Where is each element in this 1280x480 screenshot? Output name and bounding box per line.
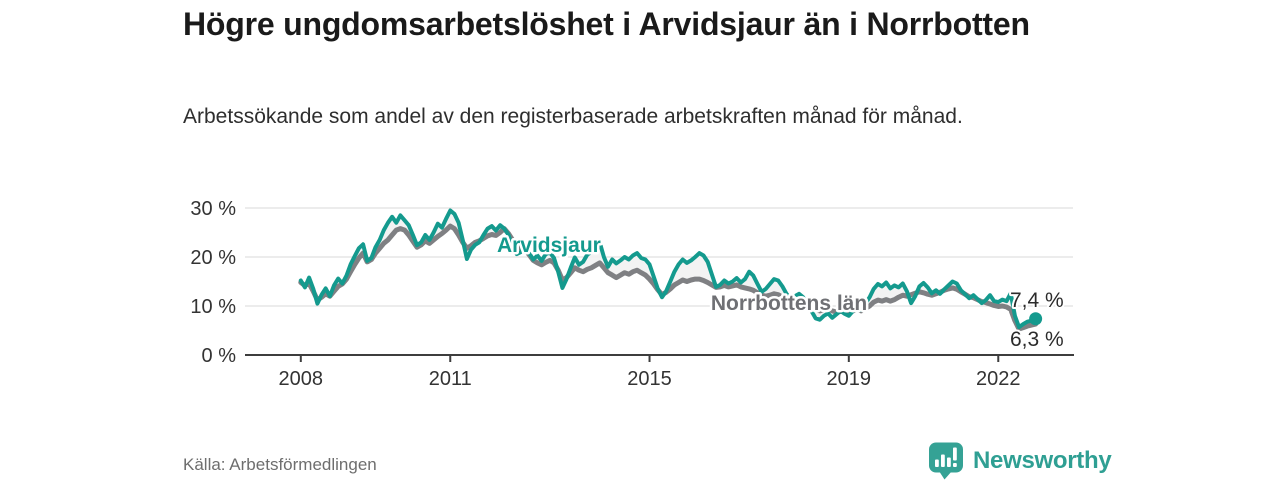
chart-title: Högre ungdomsarbetslöshet i Arvidsjaur ä… (183, 6, 1030, 42)
axes-and-ticks: 0 % 10 % 20 % 30 % 2008 2011 2015 2019 2022 (190, 198, 1074, 390)
y-tick-label: 10 % (190, 296, 236, 318)
logo-wordmark: Newsworthy (973, 447, 1112, 474)
line-arvidsjaur (298, 208, 1038, 330)
x-tick-label: 2008 (279, 368, 324, 390)
series-label-arvidsjaur: Arvidsjaur (497, 234, 601, 257)
chart-subtitle: Arbetssökande som andel av den registerb… (183, 105, 963, 128)
latest-value-dot (1029, 312, 1043, 326)
logo-icon (929, 442, 963, 480)
end-value-label-arvidsjaur: 7,4 % (1010, 289, 1064, 312)
y-tick-label: 30 % (190, 198, 236, 220)
line-norrbotten (298, 223, 1039, 332)
end-value-label-norrbotten: 6,3 % (1010, 328, 1064, 351)
y-tick-label: 0 % (202, 345, 237, 367)
newsworthy-logo: Newsworthy (928, 442, 1112, 480)
series-lines (298, 208, 1039, 332)
y-tick-label: 20 % (190, 247, 236, 269)
x-tick-label: 2015 (627, 368, 672, 390)
x-tick-label: 2019 (827, 368, 872, 390)
gridlines (245, 207, 1073, 307)
source-attribution: Källa: Arbetsförmedlingen (183, 455, 377, 474)
x-tick-label: 2011 (429, 368, 472, 390)
series-label-norrbottens-lan: Norrbottens län (711, 292, 867, 315)
end-point-dot (1029, 312, 1043, 326)
x-tick-label: 2022 (976, 368, 1021, 390)
